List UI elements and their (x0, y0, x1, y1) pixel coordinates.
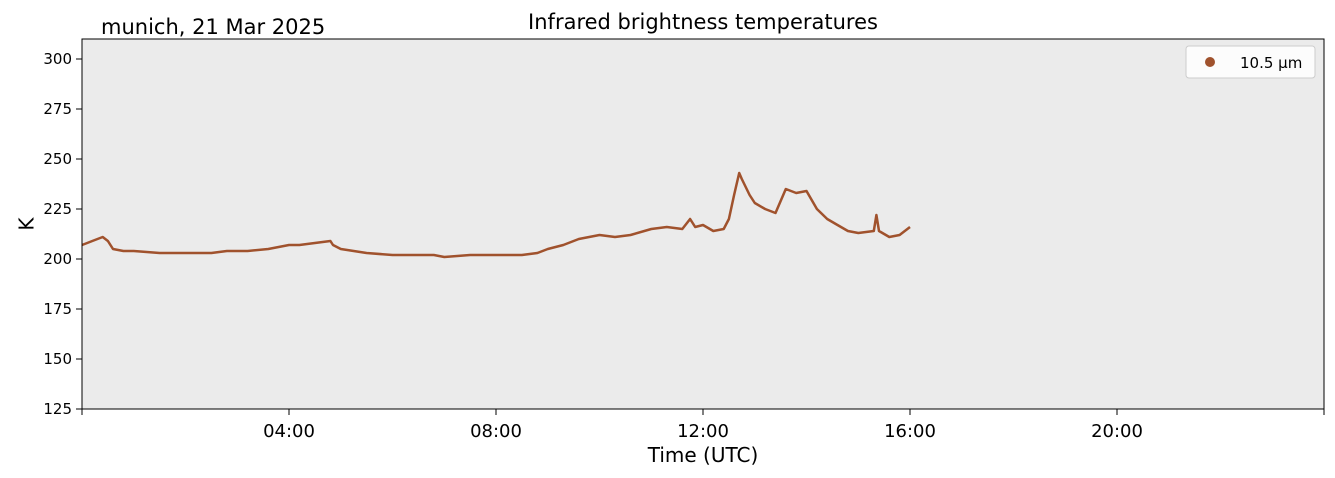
x-tick-label: 12:00 (677, 421, 729, 442)
x-tick-label: 16:00 (884, 421, 936, 442)
x-axis-label: Time (UTC) (647, 443, 759, 467)
x-axis-ticks: 04:00 08:00 12:00 16:00 20:00 (81, 409, 1325, 442)
chart-title: Infrared brightness temperatures (528, 10, 878, 34)
y-tick-label: 125 (43, 400, 72, 418)
legend-marker (1205, 57, 1215, 67)
y-tick-label: 300 (43, 50, 72, 68)
x-tick-label: 08:00 (470, 421, 522, 442)
legend-label: 10.5 µm (1240, 54, 1302, 72)
y-tick-label: 250 (43, 150, 72, 168)
x-tick-label: 04:00 (263, 421, 315, 442)
y-tick-label: 200 (43, 250, 72, 268)
location-date-label: munich, 21 Mar 2025 (101, 15, 325, 39)
legend-box (1185, 45, 1316, 79)
y-axis-label: K (15, 217, 39, 231)
y-axis-ticks: 125 150 175 200 225 250 275 300 (43, 50, 82, 418)
legend: 10.5 µm (1185, 45, 1316, 79)
y-tick-label: 150 (43, 350, 72, 368)
x-tick-label: 20:00 (1091, 421, 1143, 442)
y-tick-label: 225 (43, 200, 72, 218)
y-tick-label: 175 (43, 300, 72, 318)
series-line-10-5um (81, 171, 911, 259)
y-tick-label: 275 (43, 100, 72, 118)
